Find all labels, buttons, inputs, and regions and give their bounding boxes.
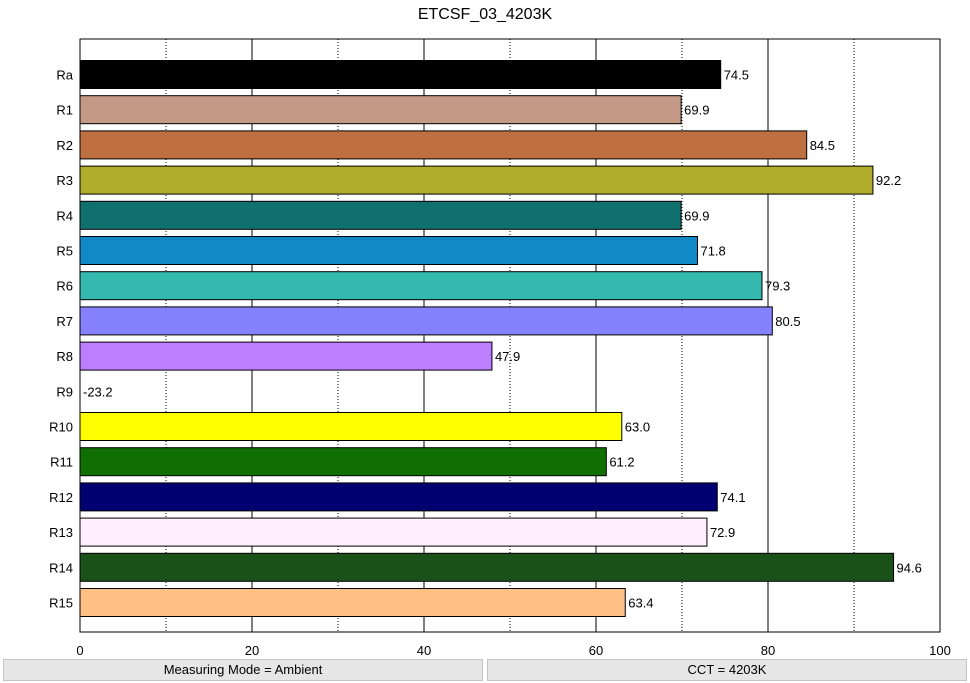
category-label-r14: R14 xyxy=(49,560,73,575)
x-tick-label: 20 xyxy=(245,643,259,658)
status-cct: CCT = 4203K xyxy=(487,659,967,681)
value-label-r1: 69.9 xyxy=(684,103,709,118)
value-label-r7: 80.5 xyxy=(775,314,800,329)
category-label-r11: R11 xyxy=(50,455,73,470)
value-label-r11: 61.2 xyxy=(609,455,634,470)
value-label-ra: 74.5 xyxy=(724,68,749,83)
x-tick-label: 0 xyxy=(76,643,83,658)
bars xyxy=(79,60,895,617)
bar-r11 xyxy=(79,447,607,477)
category-label-r7: R7 xyxy=(56,314,73,329)
bar-r10 xyxy=(79,412,623,441)
x-tick-label: 60 xyxy=(589,643,603,658)
category-label-r9: R9 xyxy=(56,384,73,399)
category-label-r3: R3 xyxy=(56,173,73,188)
value-label-r3: 92.2 xyxy=(876,173,901,188)
status-measuring-mode: Measuring Mode = Ambient xyxy=(3,659,483,681)
x-axis-ticks: 0 20 40 60 80 100 xyxy=(76,643,950,658)
category-label-r2: R2 xyxy=(56,138,73,153)
bar-r15 xyxy=(79,588,626,617)
value-label-r8: 47.9 xyxy=(495,349,520,364)
value-label-r6: 79.3 xyxy=(765,279,790,294)
x-tick-label: 100 xyxy=(929,643,951,658)
bar-r14 xyxy=(79,552,895,582)
category-label-r10: R10 xyxy=(49,420,73,435)
category-label-ra: Ra xyxy=(56,68,73,83)
x-tick-label: 80 xyxy=(761,643,775,658)
bar-r5 xyxy=(79,236,698,265)
value-label-r4: 69.9 xyxy=(684,208,709,223)
value-label-r10: 63.0 xyxy=(625,420,650,435)
category-label-r15: R15 xyxy=(49,596,73,611)
bar-r1 xyxy=(79,95,682,125)
value-label-r15: 63.4 xyxy=(628,596,653,611)
category-label-r12: R12 xyxy=(49,490,73,505)
category-label-r8: R8 xyxy=(56,349,73,364)
bar-ra xyxy=(79,60,722,89)
value-label-r14: 94.6 xyxy=(897,560,922,575)
value-label-r2: 84.5 xyxy=(810,138,835,153)
category-label-r13: R13 xyxy=(49,525,73,540)
bar-r13 xyxy=(79,517,708,547)
value-label-r5: 71.8 xyxy=(700,244,725,259)
plot-area-frame xyxy=(79,38,941,633)
category-label-r6: R6 xyxy=(56,279,73,294)
bar-r12 xyxy=(79,482,718,512)
value-label-r9: -23.2 xyxy=(83,384,113,399)
value-label-r12: 74.1 xyxy=(720,490,745,505)
chart-title: ETCSF_03_4203K xyxy=(417,6,553,23)
bar-r6 xyxy=(79,271,763,301)
category-label-r4: R4 xyxy=(56,208,73,223)
bar-r8 xyxy=(79,341,493,371)
value-labels: 74.5 69.9 84.5 92.2 69.9 71.8 79.3 80.5 47.9 -23.… xyxy=(83,68,922,611)
bar-r7 xyxy=(79,306,773,336)
category-label-r1: R1 xyxy=(56,103,73,118)
bar-r2 xyxy=(79,130,808,160)
bar-r4 xyxy=(79,200,682,230)
bar-r3 xyxy=(79,165,874,195)
value-label-r13: 72.9 xyxy=(710,525,735,540)
category-labels: Ra R1 R2 R3 R4 R5 R6 R7 R8 R9 R10 R11 R12 R13 R14 R15 xyxy=(49,68,74,611)
category-label-r5: R5 xyxy=(56,244,73,259)
x-tick-label: 40 xyxy=(417,643,431,658)
